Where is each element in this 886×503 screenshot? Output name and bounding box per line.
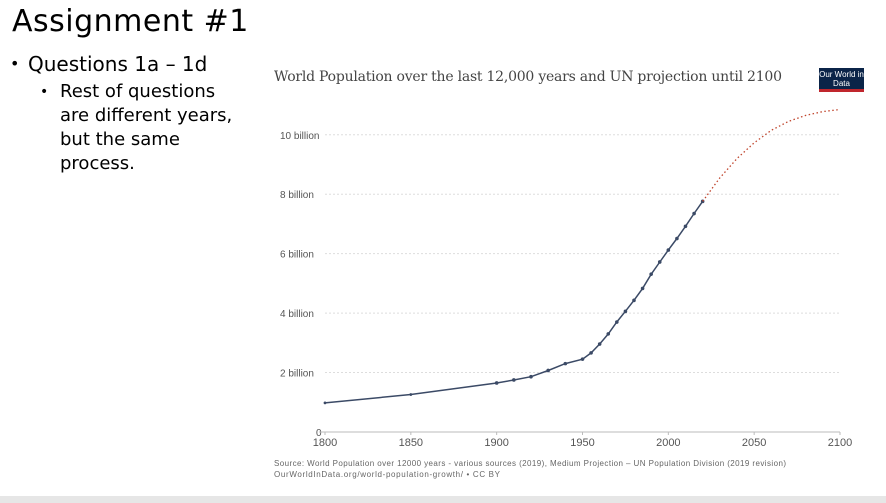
data-point (580, 357, 585, 361)
x-tick-label: 1950 (570, 437, 594, 449)
sub-bullet-item: • Rest of questions are different years,… (40, 80, 260, 176)
y-tick-label: 2 billion (280, 369, 314, 380)
data-point (597, 342, 602, 346)
data-point (700, 199, 705, 204)
data-point (563, 361, 568, 366)
data-point (615, 320, 619, 324)
data-point (589, 351, 593, 355)
bullet-list: • Questions 1a – 1d • Rest of questions … (10, 52, 260, 176)
data-point (494, 381, 499, 385)
data-point (323, 401, 327, 405)
y-tick-label: 0 (316, 428, 322, 439)
x-tick-label: 1850 (399, 437, 423, 449)
bullet-text: Questions 1a – 1d (28, 52, 208, 76)
data-point (657, 260, 662, 264)
x-tick-label: 1800 (313, 437, 337, 449)
x-tick-label: 2100 (828, 437, 852, 449)
historical-line (324, 200, 704, 404)
bullet-dot-icon: • (10, 54, 20, 73)
data-point (606, 332, 611, 336)
data-point (683, 224, 688, 229)
x-tick-label: 2000 (656, 437, 680, 449)
data-point (666, 248, 671, 252)
data-point (640, 286, 645, 291)
chart-title: World Population over the last 12,000 ye… (274, 69, 782, 85)
chart-source-url: OurWorldInData.org/world-population-grow… (274, 470, 501, 479)
y-tick-label: 4 billion (280, 309, 314, 320)
x-tick-label: 1900 (484, 437, 508, 449)
x-tick-label: 2050 (742, 437, 766, 449)
data-point (546, 368, 550, 373)
y-tick-label: 8 billion (280, 190, 314, 201)
data-point (692, 211, 696, 216)
y-tick-label: 6 billion (280, 250, 314, 261)
bullet-dot-icon: • (40, 84, 49, 100)
sub-bullet-text: Rest of questions are different years, b… (60, 81, 233, 174)
bottom-bar (0, 496, 886, 503)
data-point (512, 378, 516, 382)
data-point (529, 374, 533, 379)
data-point (649, 272, 653, 276)
bullet-item: • Questions 1a – 1d (10, 52, 260, 76)
data-point (623, 309, 628, 314)
y-tick-label: 10 billion (280, 131, 319, 142)
slide-title: Assignment #1 (12, 4, 249, 39)
data-point (632, 298, 636, 303)
owid-logo: Our World in Data (819, 68, 864, 92)
chart-source: Source: World Population over 12000 year… (274, 459, 786, 468)
projection-line (702, 108, 841, 202)
data-point (409, 393, 413, 396)
data-point (675, 236, 679, 241)
